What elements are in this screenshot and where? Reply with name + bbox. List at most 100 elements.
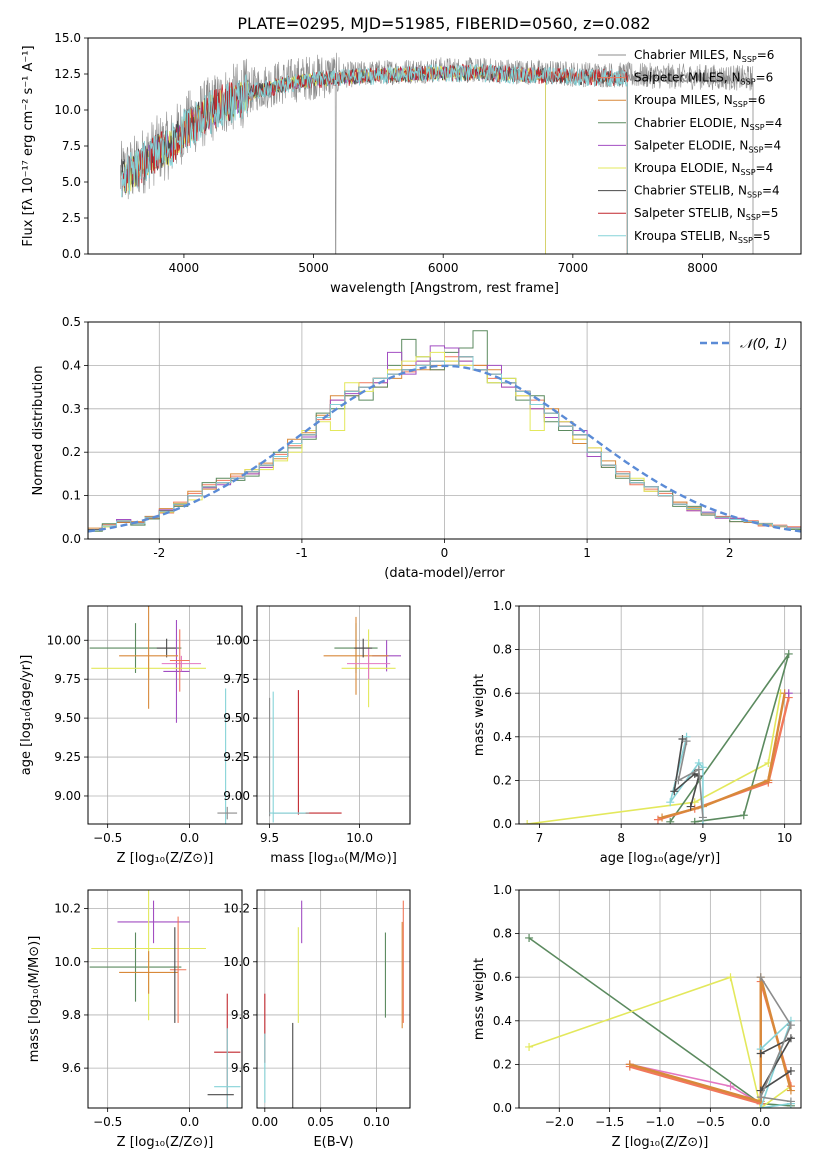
weight-marker xyxy=(686,802,695,811)
x-tick-label: 0 xyxy=(441,546,449,560)
x-tick-label: −1.5 xyxy=(595,1115,624,1129)
y-tick-label: 10.00 xyxy=(216,633,250,647)
y-tick-label: 0.2 xyxy=(62,445,81,459)
grid-lines xyxy=(257,890,410,1108)
weight-marker xyxy=(764,776,773,785)
axes-frame xyxy=(518,605,802,825)
histogram-chabrier-elodie xyxy=(88,330,801,532)
legend-entry: Salpeter STELIB, NSSP=5 xyxy=(634,206,778,222)
axes-frame xyxy=(87,321,802,540)
weight-marker xyxy=(739,811,748,820)
x-tick-label: 7000 xyxy=(558,261,589,275)
spectrum-panel: 4000 5000 6000 7000 8000 0.0 2.5 5.0 7.5 10.0 12.5… xyxy=(21,31,802,296)
y-tick-label: 15.0 xyxy=(54,31,81,45)
plot-area xyxy=(523,649,793,824)
y-tick-label: 2.5 xyxy=(62,211,81,225)
y-tick-label: 10.0 xyxy=(54,955,81,969)
weight-marker xyxy=(666,817,675,824)
weight-marker xyxy=(698,763,707,772)
y-axis-label: Flux [fλ 10⁻¹⁷ erg cm⁻² s⁻¹ A⁻¹] xyxy=(21,45,36,246)
y-tick-label: 10.2 xyxy=(223,902,250,916)
y-tick-label: 9.8 xyxy=(231,1008,250,1022)
x-tick-label: −0.5 xyxy=(93,831,122,845)
x-tick-label: 9 xyxy=(699,831,707,845)
y-tick-label: 0.6 xyxy=(493,970,512,984)
plot-area xyxy=(525,933,795,1108)
figure-title: PLATE=0295, MJD=51985, FIBERID=0560, z=0… xyxy=(237,14,650,33)
metallicity-age-panel: −0.5 0.0 9.00 9.25 9.50 9.75 10.00 Z [log₁₀(Z/Z… xyxy=(19,605,243,866)
error-bar-point xyxy=(161,655,202,672)
weight-marker xyxy=(525,1042,534,1051)
weight-marker xyxy=(784,689,793,698)
x-tick-label: -2 xyxy=(153,546,165,560)
axes-frame xyxy=(87,605,243,825)
weight-marker xyxy=(694,765,703,774)
x-tick-label: 0.0 xyxy=(180,1115,199,1129)
legend-entry: Chabrier MILES, NSSP=6 xyxy=(634,48,774,64)
error-bar-point xyxy=(119,606,179,709)
axes-frame xyxy=(518,889,802,1109)
weight-line-kroupa-miles xyxy=(661,692,786,819)
error-bar-point xyxy=(217,806,238,820)
plot-area xyxy=(88,330,801,533)
y-tick-label: 9.8 xyxy=(62,1008,81,1022)
model-line-chabrier-elodie xyxy=(121,66,546,254)
x-axis-label: Z [log₁₀(Z/Z⊙)] xyxy=(117,1135,214,1150)
y-tick-label: 0.2 xyxy=(493,1057,512,1071)
weight-line-chabrier-miles xyxy=(759,976,792,1103)
x-tick-label: 10 xyxy=(777,831,792,845)
x-tick-label: -1 xyxy=(296,546,308,560)
legend-entry: Chabrier ELODIE, NSSP=4 xyxy=(634,116,782,132)
axis-ticks: −2.0 −1.5 −1.0 −0.5 0.0 0.0 0.2 0.4 0.6 0.8 1.0 xyxy=(493,883,770,1129)
weight-marker xyxy=(726,973,735,982)
axis-ticks: -2 -1 0 1 2 0.0 0.1 0.2 0.3 0.4 0.5 xyxy=(62,315,734,560)
y-axis-label: Normed distribution xyxy=(31,366,46,496)
histogram-kroupa-stelib xyxy=(88,356,801,531)
weight-marker xyxy=(786,1097,795,1106)
x-tick-label: 9.5 xyxy=(260,831,279,845)
plot-area xyxy=(89,890,241,1108)
weight-marker xyxy=(690,817,699,824)
weight-marker xyxy=(523,820,532,824)
plot-area xyxy=(264,900,404,1108)
y-tick-label: 0.2 xyxy=(493,773,512,787)
x-tick-label: 10.0 xyxy=(346,831,373,845)
legend-entry: Chabrier STELIB, NSSP=4 xyxy=(634,184,780,200)
plot-area xyxy=(269,616,401,823)
axes-frame xyxy=(87,889,243,1109)
residuals-panel: -2 -1 0 1 2 0.0 0.1 0.2 0.3 0.4 0.5 (data-model)/er… xyxy=(31,315,802,581)
weight-marker xyxy=(756,1049,765,1058)
y-tick-label: 0.4 xyxy=(493,1014,512,1028)
x-tick-label: 0.10 xyxy=(363,1115,390,1129)
y-axis-label: mass [log₁₀(M/M⊙)] xyxy=(27,936,42,1063)
grid-lines xyxy=(88,606,242,824)
model-line-kroupa-miles xyxy=(121,66,628,254)
y-tick-label: 9.75 xyxy=(223,672,250,686)
model-line-salpeter-miles xyxy=(121,66,628,254)
y-tick-label: 9.50 xyxy=(54,711,81,725)
y-tick-label: 0.4 xyxy=(493,730,512,744)
error-bar-point xyxy=(354,638,373,658)
model-line-salpeter-elodie xyxy=(121,66,546,254)
y-tick-label: 0.5 xyxy=(62,315,81,329)
axis-ticks: 4000 5000 6000 7000 8000 0.0 2.5 5.0 7.5 10.0 12.5… xyxy=(54,31,717,275)
plot-area xyxy=(89,606,238,824)
error-bar-point xyxy=(117,900,190,944)
weight-marker xyxy=(674,776,683,785)
y-tick-label: 0.8 xyxy=(493,643,512,657)
axes-frame xyxy=(256,605,411,825)
weight-marker xyxy=(658,813,667,822)
x-axis-label: wavelength [Angstrom, rest frame] xyxy=(330,281,559,296)
weight-marker xyxy=(756,1093,765,1102)
y-tick-label: 9.25 xyxy=(223,750,250,764)
y-tick-label: 9.50 xyxy=(223,711,250,725)
weight-marker xyxy=(756,973,765,982)
legend-entry: Kroupa MILES, NSSP=6 xyxy=(634,93,765,109)
y-tick-label: 10.0 xyxy=(54,103,81,117)
legend: 𝒩(0, 1) xyxy=(700,337,787,352)
x-tick-label: 0.05 xyxy=(307,1115,334,1129)
y-tick-label: 10.0 xyxy=(223,955,250,969)
plot-area xyxy=(120,52,754,254)
y-axis-label: mass weight xyxy=(472,958,487,1040)
axes-frame xyxy=(256,889,411,1109)
